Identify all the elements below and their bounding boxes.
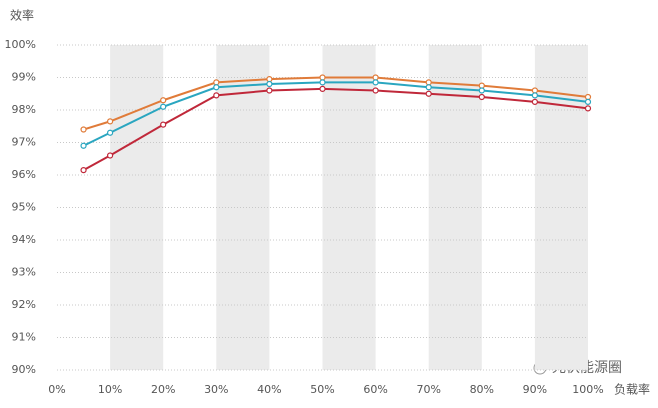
x-axis-label: 负载率 (614, 382, 650, 397)
data-point (478, 93, 485, 101)
data-point (266, 76, 273, 83)
data-point (584, 98, 592, 105)
x-tick-label: 0% (48, 383, 65, 396)
x-tick-label: 100% (572, 383, 603, 396)
y-tick-label: 91% (12, 331, 36, 344)
y-tick-label: 93% (12, 266, 36, 279)
data-point (106, 118, 114, 125)
data-point (160, 103, 167, 110)
y-tick-label: 100% (5, 38, 36, 51)
data-point (425, 84, 432, 91)
x-tick-label: 80% (470, 383, 494, 396)
data-point (478, 82, 485, 89)
x-tick-label: 50% (310, 383, 334, 396)
data-point (478, 87, 485, 94)
data-point (106, 152, 114, 159)
data-point (319, 74, 326, 81)
data-point (266, 80, 273, 88)
x-tick-label: 30% (204, 383, 228, 396)
data-point (531, 98, 539, 105)
data-point (372, 74, 379, 81)
y-axis-label: 效率 (10, 8, 34, 23)
y-tick-label: 96% (12, 168, 36, 181)
data-point (80, 126, 87, 133)
x-tick-label: 60% (363, 383, 387, 396)
y-tick-label: 97% (12, 136, 36, 149)
data-point (531, 92, 539, 99)
data-point (425, 90, 432, 97)
shaded-band (428, 45, 482, 370)
data-point (80, 167, 87, 174)
data-point (531, 87, 539, 94)
x-tick-label: 10% (98, 383, 122, 396)
data-point (372, 87, 379, 94)
y-tick-label: 94% (12, 233, 36, 246)
data-point (319, 79, 326, 86)
y-tick-label: 99% (12, 71, 36, 84)
x-tick-label: 20% (151, 383, 175, 396)
shaded-band (110, 45, 164, 370)
data-point (319, 85, 326, 92)
data-point (584, 105, 592, 112)
y-tick-label: 92% (12, 298, 36, 311)
data-point (266, 87, 273, 94)
y-tick-label: 90% (12, 363, 36, 376)
x-tick-label: 40% (257, 383, 281, 396)
y-tick-label: 95% (12, 201, 36, 214)
data-point (160, 121, 167, 128)
data-point (80, 142, 87, 149)
data-point (160, 97, 167, 104)
data-point (106, 129, 114, 136)
data-point (213, 84, 220, 91)
y-tick-label: 98% (12, 103, 36, 116)
x-tick-label: 70% (416, 383, 440, 396)
data-point (213, 79, 220, 86)
data-point (372, 79, 379, 86)
data-point (213, 92, 220, 99)
data-point (425, 79, 432, 86)
data-point (584, 93, 592, 101)
x-tick-label: 90% (523, 383, 547, 396)
